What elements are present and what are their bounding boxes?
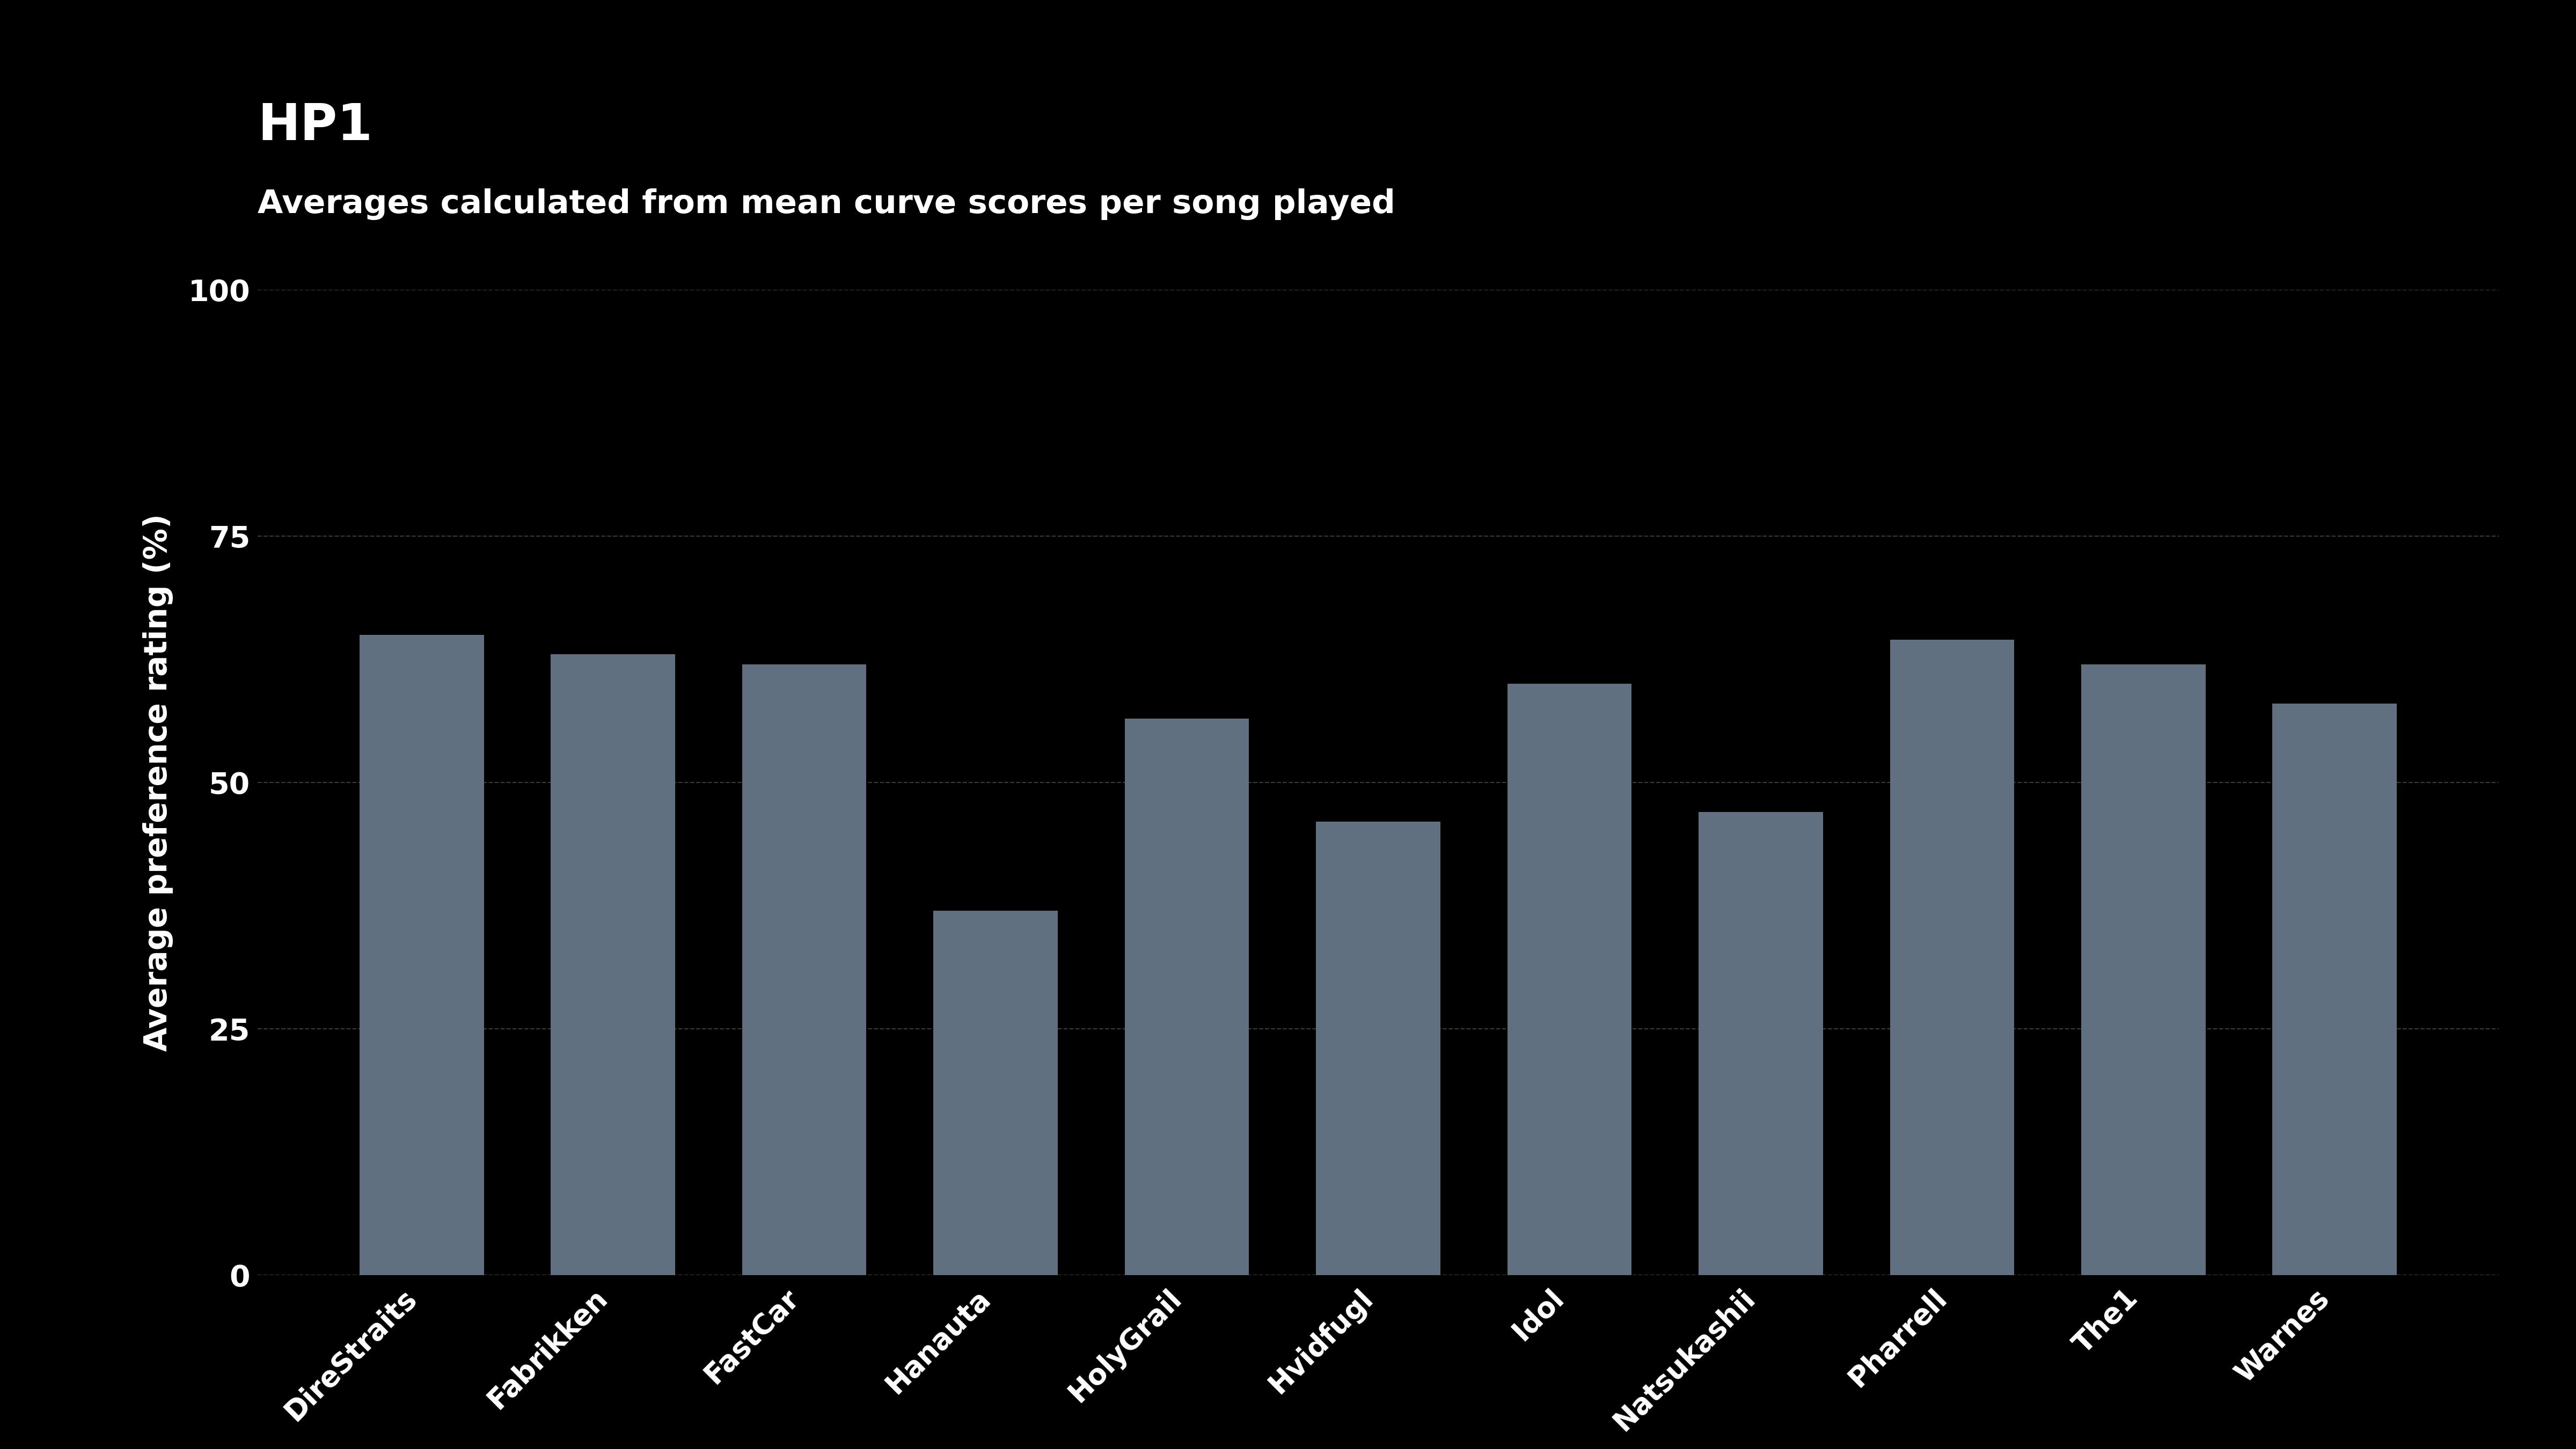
- Bar: [742, 664, 866, 1275]
- Text: Averages calculated from mean curve scores per song played: Averages calculated from mean curve scor…: [258, 188, 1396, 220]
- Bar: [1698, 811, 1824, 1275]
- Bar: [1316, 822, 1440, 1275]
- Bar: [1891, 639, 2014, 1275]
- Bar: [2081, 664, 2205, 1275]
- Bar: [551, 655, 675, 1275]
- Bar: [1126, 719, 1249, 1275]
- Bar: [2272, 704, 2396, 1275]
- Bar: [1507, 684, 1631, 1275]
- Y-axis label: Average preference rating (%): Average preference rating (%): [142, 513, 173, 1052]
- Bar: [933, 910, 1059, 1275]
- Text: HP1: HP1: [258, 101, 374, 151]
- Bar: [361, 635, 484, 1275]
